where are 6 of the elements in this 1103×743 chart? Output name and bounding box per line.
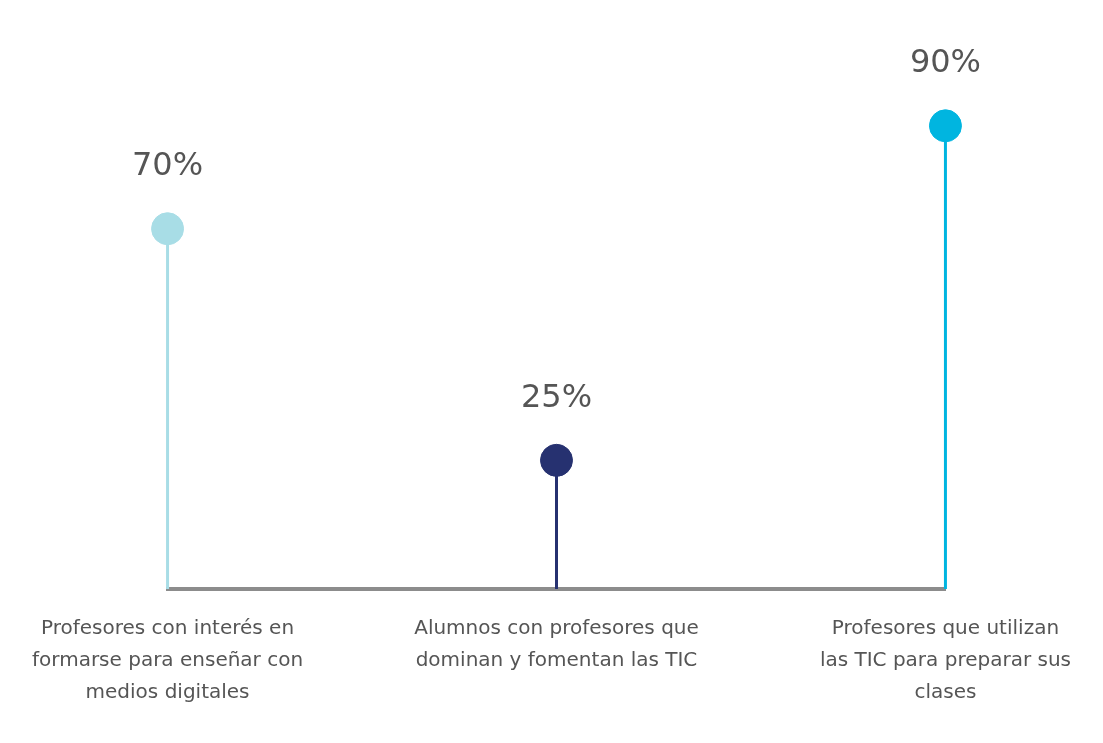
x-tick-label: Profesores que utilizan las TIC para preparar sus clases — [819, 615, 1071, 704]
data-label: 25% — [520, 376, 593, 415]
data-label: 90% — [909, 42, 981, 81]
data-label: 70% — [131, 145, 204, 184]
x-tick-label: Profesores con interés en formarse para enseñar con medios digitales — [32, 615, 304, 704]
x-tick-label: Alumnos con profesores que dominan y fomentan las TIC — [414, 615, 699, 672]
